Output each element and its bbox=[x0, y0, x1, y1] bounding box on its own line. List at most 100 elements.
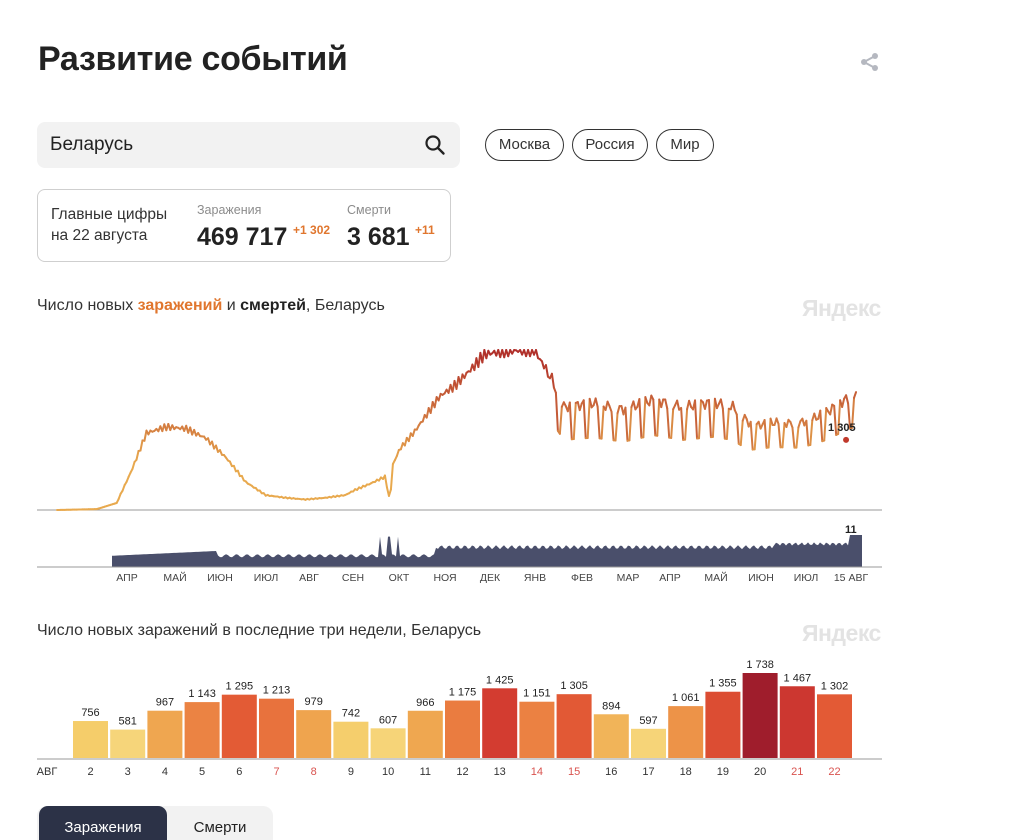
infections-line-segment bbox=[711, 397, 716, 438]
infections-line-segment bbox=[670, 408, 675, 439]
tab-infections[interactable]: Заражения bbox=[39, 806, 167, 840]
infections-line-segment bbox=[644, 396, 649, 405]
chart2-x-tick: 21 bbox=[791, 766, 803, 778]
chart1-x-tick: ЯНВ bbox=[524, 572, 546, 584]
bar[interactable] bbox=[147, 710, 183, 758]
chart2-x-tick: 19 bbox=[717, 766, 729, 778]
infections-line-segment bbox=[805, 419, 810, 447]
bar[interactable] bbox=[407, 710, 443, 758]
bar[interactable] bbox=[445, 700, 480, 758]
bar[interactable] bbox=[184, 702, 220, 758]
bar[interactable] bbox=[333, 721, 369, 758]
infections-line-segment bbox=[596, 405, 601, 440]
infections-line-segment bbox=[638, 398, 643, 439]
infections-line-segment bbox=[664, 398, 669, 410]
chart2-x-tick: 17 bbox=[642, 766, 654, 778]
chart1-x-tick: АВГ bbox=[299, 572, 319, 584]
chip-russia[interactable]: Россия bbox=[572, 129, 648, 161]
key-figures-label: Главные цифры на 22 августа bbox=[51, 204, 191, 246]
chip-moscow[interactable]: Москва bbox=[485, 129, 564, 161]
infections-line-segment bbox=[853, 391, 858, 399]
deaths-caption: Смерти bbox=[347, 203, 391, 217]
page-title: Развитие событий bbox=[38, 40, 348, 78]
metric-tabs: Заражения Смерти bbox=[37, 806, 273, 840]
infections-line-segment bbox=[851, 396, 856, 429]
bar[interactable] bbox=[705, 691, 741, 758]
search-value[interactable]: Беларусь bbox=[50, 134, 134, 155]
infections-line-segment bbox=[809, 419, 814, 446]
chart2-x-tick: 22 bbox=[828, 766, 840, 778]
infections-line-segment bbox=[407, 432, 412, 443]
bar[interactable] bbox=[556, 694, 592, 758]
infections-line-segment bbox=[535, 349, 540, 360]
chart2-month-label: АВГ bbox=[37, 766, 58, 778]
infections-line-segment bbox=[586, 397, 591, 439]
bar-value-label: 979 bbox=[305, 696, 323, 708]
bar[interactable] bbox=[370, 728, 406, 758]
chart2-x-tick: 15 bbox=[568, 766, 580, 778]
chart2-x-tick: 9 bbox=[348, 766, 354, 778]
infections-line-segment bbox=[763, 419, 768, 449]
infections-line-segment bbox=[600, 405, 605, 440]
chart2-x-tick: 12 bbox=[456, 766, 468, 778]
bar[interactable] bbox=[631, 728, 666, 758]
infections-line-segment bbox=[785, 418, 790, 428]
chart1-x-tick: 15 АВГ bbox=[834, 572, 869, 584]
cases-deaths-chart: 1 305 11 АПР МАЙ ИЮН ИЮЛ АВГ СЕН ОКТ НОЯ ДЕК ЯНВ ФЕВ… bbox=[37, 349, 882, 584]
infections-line-segment bbox=[684, 408, 689, 441]
bar[interactable] bbox=[779, 686, 815, 758]
infections-line-segment bbox=[819, 409, 824, 443]
deaths-total: 3 681 bbox=[347, 223, 410, 251]
bar[interactable] bbox=[593, 714, 629, 758]
deaths-area bbox=[112, 535, 862, 567]
infections-line-segment bbox=[135, 450, 140, 461]
bar-value-label: 1 061 bbox=[672, 692, 700, 704]
chart1-x-tick: ФЕВ bbox=[571, 572, 593, 584]
chart1-x-tick: ИЮЛ bbox=[254, 572, 279, 584]
infections-line-segment bbox=[666, 407, 671, 439]
infections-line-segment bbox=[656, 398, 661, 437]
chart2-x-tick: 14 bbox=[531, 766, 543, 778]
infections-line-segment bbox=[588, 397, 593, 409]
bar-value-label: 1 213 bbox=[263, 685, 291, 697]
bar[interactable] bbox=[221, 694, 257, 758]
bar[interactable] bbox=[259, 698, 294, 758]
bar-value-label: 597 bbox=[639, 715, 657, 727]
infections-line-segment bbox=[554, 391, 559, 432]
infections-line-segment bbox=[753, 423, 758, 451]
chart1-x-tick: АПР bbox=[659, 572, 680, 584]
search-icon[interactable] bbox=[424, 134, 446, 156]
infections-line-segment bbox=[433, 396, 438, 409]
infections-line-segment bbox=[614, 412, 619, 442]
key-figures-card: Главные цифры на 22 августа Заражения 46… bbox=[37, 189, 451, 262]
bar-value-label: 894 bbox=[602, 700, 620, 712]
infections-line-segment bbox=[139, 439, 144, 452]
bar[interactable] bbox=[817, 694, 852, 758]
infections-line-segment bbox=[847, 402, 852, 430]
chart1-title-suffix: , Беларусь bbox=[305, 297, 385, 314]
bar[interactable] bbox=[73, 721, 108, 758]
chip-world[interactable]: Мир bbox=[656, 129, 714, 161]
tab-deaths[interactable]: Смерти bbox=[193, 819, 247, 836]
infections-line-segment bbox=[703, 399, 708, 410]
infections-line-segment bbox=[707, 399, 712, 439]
region-search-input[interactable]: Беларусь bbox=[37, 122, 460, 168]
yandex-watermark-2: Яндекс bbox=[802, 620, 881, 646]
infections-latest-label: 1 305 bbox=[828, 422, 856, 434]
bar[interactable] bbox=[110, 729, 146, 758]
infections-line-segment bbox=[582, 399, 587, 440]
infections-line-segment bbox=[841, 397, 846, 408]
chart2-x-tick: 5 bbox=[199, 766, 205, 778]
bar[interactable] bbox=[519, 701, 555, 758]
bar[interactable] bbox=[742, 673, 778, 758]
infections-line-segment bbox=[578, 402, 583, 412]
bar[interactable] bbox=[668, 706, 704, 758]
infections-line-segment bbox=[131, 460, 136, 470]
infections-line-segment bbox=[749, 420, 754, 451]
bar[interactable] bbox=[482, 688, 518, 758]
infections-line-segment bbox=[550, 372, 555, 389]
share-icon[interactable] bbox=[858, 50, 882, 74]
infections-line-segment bbox=[383, 474, 388, 489]
infections-line-segment bbox=[558, 405, 563, 435]
bar[interactable] bbox=[296, 710, 332, 758]
